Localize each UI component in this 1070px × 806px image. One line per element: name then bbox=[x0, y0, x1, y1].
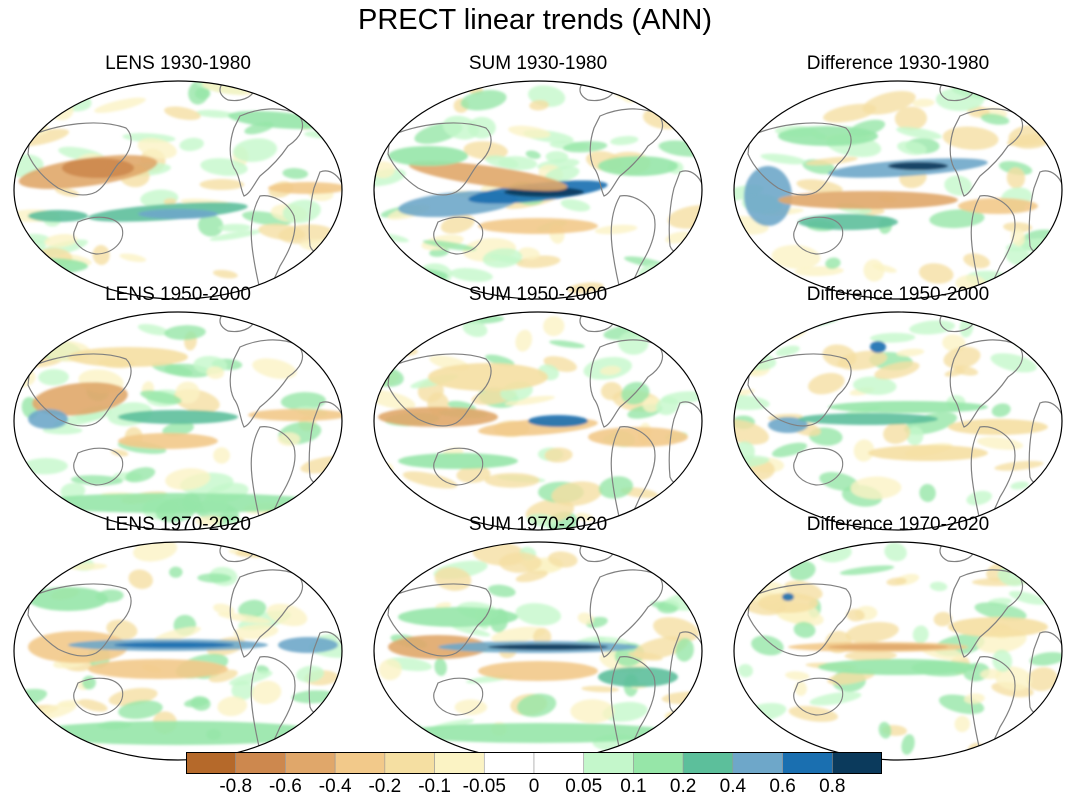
map-panel: Difference 1950-2000 bbox=[728, 283, 1068, 531]
world-map bbox=[13, 311, 343, 531]
world-map bbox=[13, 541, 343, 761]
world-map bbox=[733, 311, 1063, 531]
colorbar-swatch bbox=[682, 752, 734, 774]
map-border bbox=[733, 311, 1063, 531]
map-border bbox=[373, 80, 703, 300]
map-panel: SUM 1970-2020 bbox=[368, 513, 708, 761]
panel-title: SUM 1970-2020 bbox=[468, 514, 608, 535]
world-map bbox=[373, 541, 703, 761]
figure-title: PRECT linear trends (ANN) bbox=[357, 4, 712, 36]
colorbar-tick-label: 0.05 bbox=[565, 776, 603, 797]
trend-field bbox=[374, 542, 702, 759]
world-map bbox=[733, 80, 1063, 300]
colorbar-swatch bbox=[235, 752, 286, 774]
panel-title: Difference 1970-2020 bbox=[806, 514, 990, 535]
world-map bbox=[373, 311, 703, 531]
colorbar-tick-label: -0.1 bbox=[418, 776, 451, 797]
trend-field bbox=[14, 323, 342, 530]
colorbar-tick-label: 0.2 bbox=[669, 776, 697, 797]
panel-title: LENS 1970-2020 bbox=[105, 514, 251, 535]
panel-title: LENS 1950-2000 bbox=[105, 284, 251, 305]
panel-title: SUM 1930-1980 bbox=[468, 53, 608, 74]
colorbar-swatch bbox=[831, 752, 882, 774]
world-map bbox=[733, 541, 1063, 761]
colorbar-tick-label: -0.8 bbox=[219, 776, 253, 797]
map-panel: SUM 1930-1980 bbox=[368, 52, 708, 300]
map-panel: LENS 1950-2000 bbox=[8, 283, 348, 531]
colorbar-tick-label: 0.6 bbox=[769, 776, 796, 797]
colorbar-swatch bbox=[186, 752, 237, 774]
panel-title: SUM 1950-2000 bbox=[468, 284, 608, 305]
colorbar-tick-label: 0.8 bbox=[819, 776, 846, 797]
trend-field bbox=[374, 315, 702, 530]
map-border bbox=[13, 80, 343, 300]
colorbar-tick-label: -0.05 bbox=[462, 776, 506, 797]
colorbar-swatch bbox=[533, 752, 585, 774]
colorbar-tick-label: 0.4 bbox=[719, 776, 747, 797]
world-map bbox=[373, 80, 703, 300]
coastlines bbox=[387, 81, 702, 299]
map-panel: LENS 1930-1980 bbox=[8, 52, 348, 300]
panel-title: Difference 1950-2000 bbox=[806, 284, 990, 305]
map-panel: Difference 1930-1980 bbox=[728, 52, 1068, 300]
colorbar-labels: -0.8 -0.6 -0.4 -0.2 -0.1 -0.05 0 0.05 0.1 0.2 0.4 0… bbox=[0, 776, 1070, 802]
map-border bbox=[13, 311, 343, 531]
colorbar-swatch bbox=[334, 752, 386, 774]
colorbar-swatch bbox=[384, 752, 435, 774]
colorbar-tick-label: -0.2 bbox=[368, 776, 402, 797]
colorbar-tick-label: -0.6 bbox=[269, 776, 302, 797]
panel-title: LENS 1930-1980 bbox=[105, 53, 251, 74]
world-map bbox=[13, 80, 343, 300]
map-border bbox=[13, 541, 343, 761]
panel-title: Difference 1930-1980 bbox=[806, 53, 990, 74]
map-panel: SUM 1950-2000 bbox=[368, 283, 708, 531]
map-border bbox=[373, 311, 703, 531]
map-panel: LENS 1970-2020 bbox=[8, 513, 348, 761]
map-panel: Difference 1970-2020 bbox=[728, 513, 1068, 761]
colorbar-swatch bbox=[434, 752, 485, 774]
colorbar-tick-label: 0 bbox=[528, 776, 540, 797]
colorbar-swatch bbox=[732, 752, 783, 774]
colorbar-swatch bbox=[285, 752, 336, 774]
colorbar-swatch bbox=[633, 752, 684, 774]
colorbar-swatch bbox=[483, 752, 535, 774]
trend-field bbox=[374, 81, 702, 299]
map-border bbox=[733, 80, 1063, 300]
colorbar-swatch bbox=[583, 752, 634, 774]
colorbar-tick-label: -0.4 bbox=[318, 776, 352, 797]
colorbar-swatch bbox=[782, 752, 833, 774]
colorbar-tick-label: 0.1 bbox=[620, 776, 647, 797]
map-border bbox=[733, 541, 1063, 761]
colorbar bbox=[186, 752, 882, 774]
